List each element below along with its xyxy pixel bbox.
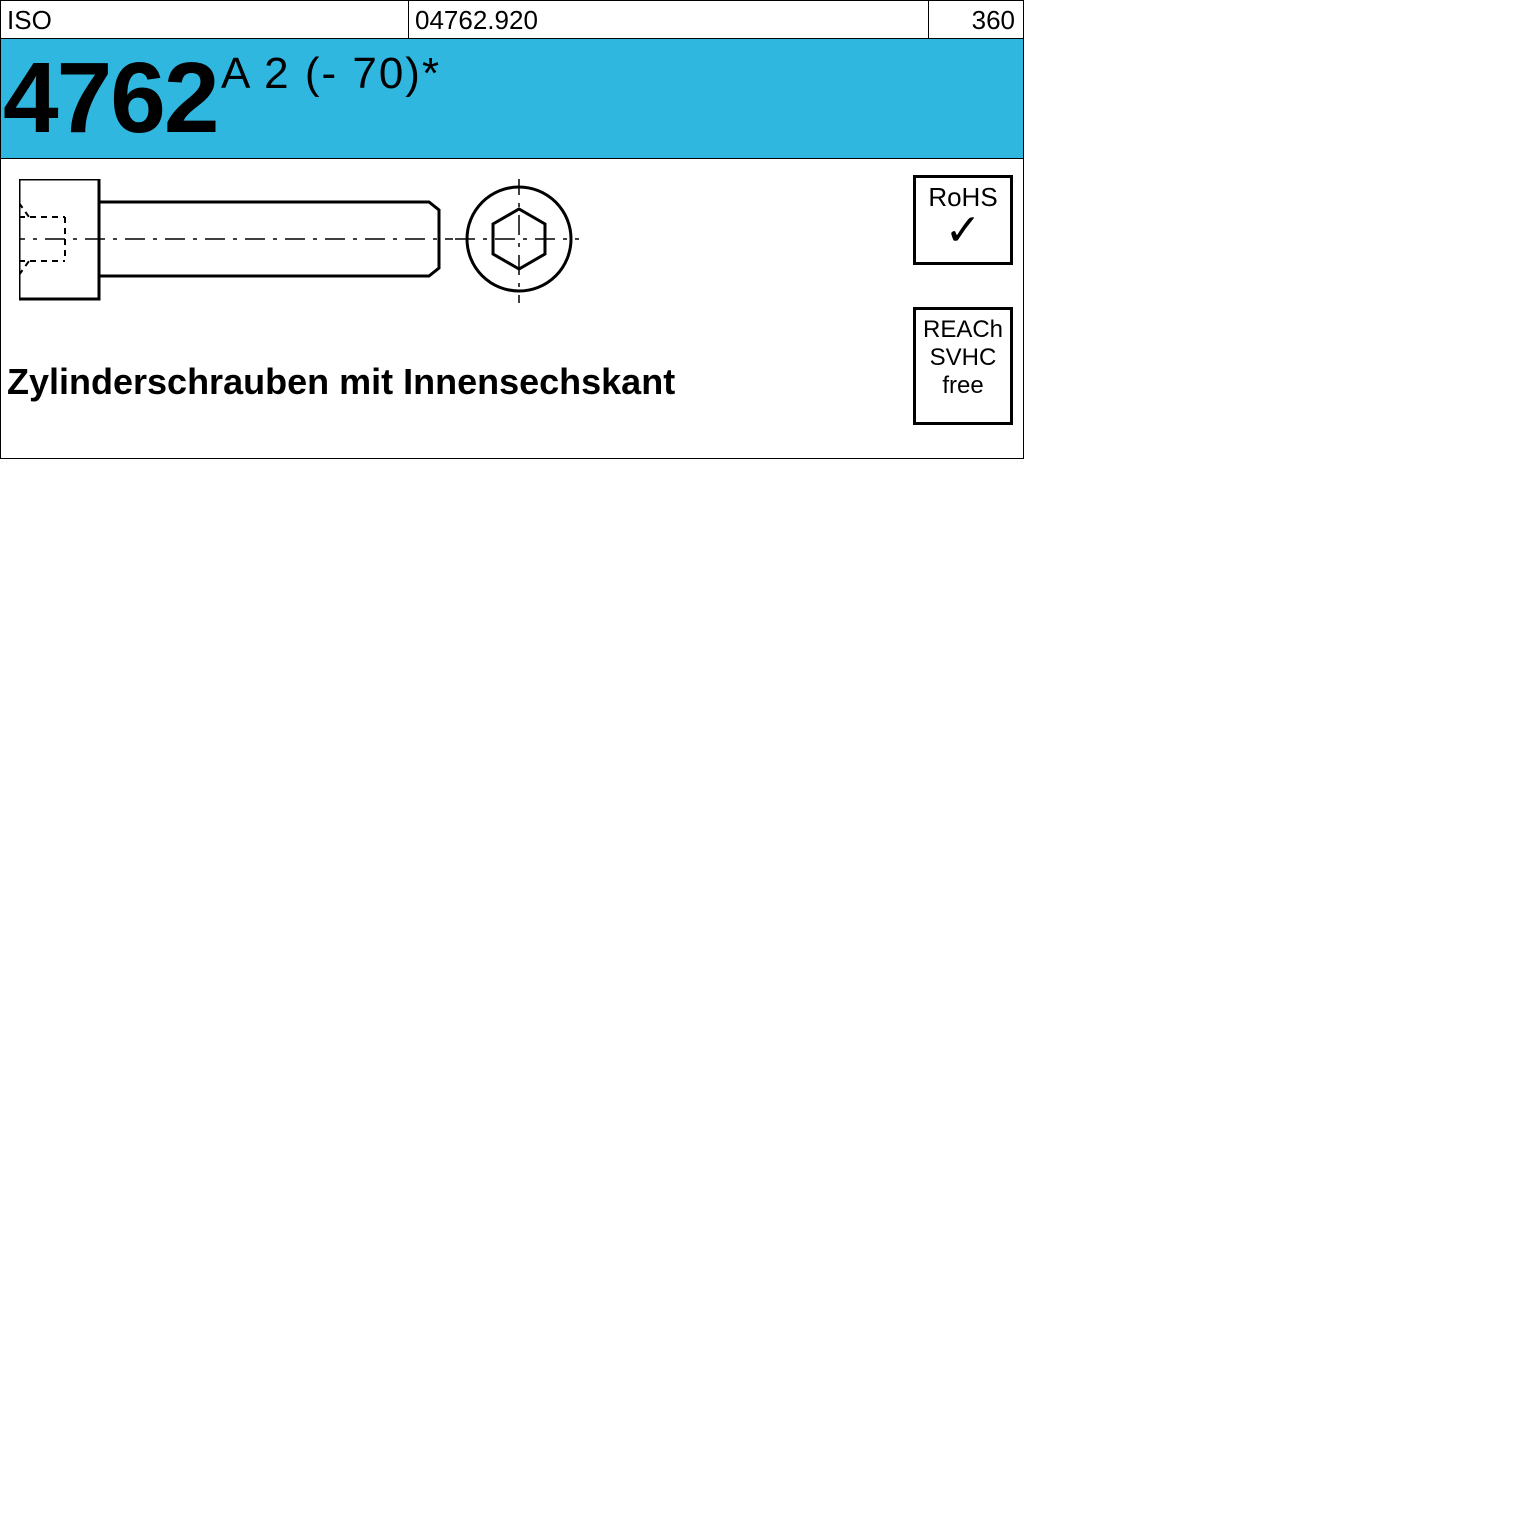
content-area: Zylinderschrauben mit Innensechskant RoH… — [1, 159, 1023, 459]
banner-number: 4762 — [1, 39, 221, 158]
spec-card: ISO 04762.920 360 4762 A 2 (- 70)* Zylin… — [0, 0, 1024, 459]
header-row: ISO 04762.920 360 — [1, 1, 1023, 39]
reach-line3: free — [916, 372, 1010, 400]
reach-badge: REACh SVHC free — [913, 307, 1013, 425]
header-code: 04762.920 — [409, 1, 929, 38]
reach-line1: REACh — [916, 316, 1010, 344]
banner-material: A 2 (- 70)* — [221, 39, 1023, 158]
check-icon: ✓ — [916, 213, 1010, 249]
technical-drawing — [19, 179, 579, 319]
header-iso: ISO — [1, 1, 409, 38]
rohs-badge: RoHS ✓ — [913, 175, 1013, 265]
reach-line2: SVHC — [916, 344, 1010, 372]
header-right: 360 — [929, 1, 1023, 38]
product-description: Zylinderschrauben mit Innensechskant — [7, 361, 675, 403]
banner: 4762 A 2 (- 70)* — [1, 39, 1023, 159]
